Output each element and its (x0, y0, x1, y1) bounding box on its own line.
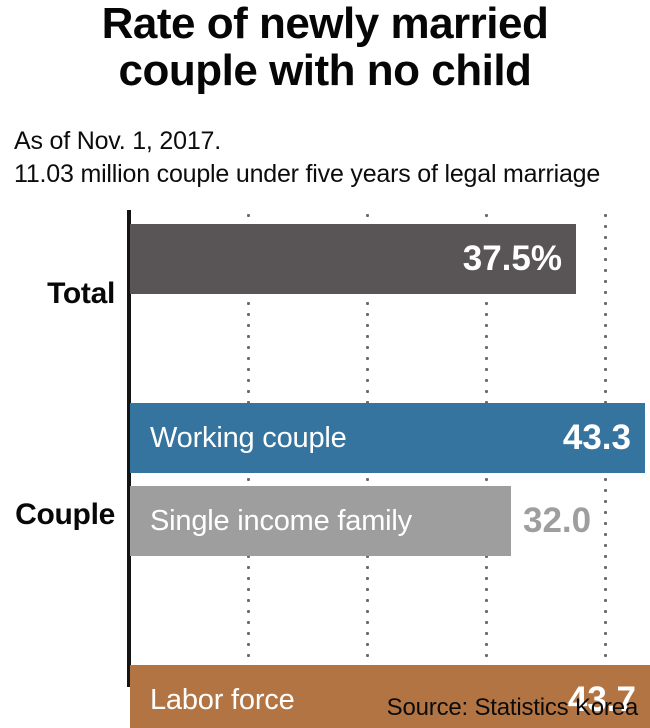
y-axis-line (127, 210, 131, 687)
category-label-couple: Couple (15, 497, 115, 531)
chart-title: Rate of newly married couple with no chil… (0, 0, 650, 94)
bar-value-total: 37.5% (462, 239, 562, 278)
bar-value-labor-force: 43.7 (567, 680, 636, 719)
category-label-total: Total (47, 277, 115, 310)
chart-title-line2: couple with no child (118, 46, 532, 95)
category-label-wife: Wife (0, 665, 115, 728)
bar-total: 37.5% (130, 224, 576, 294)
bar-value-single-income-family: 32.0 (523, 501, 592, 540)
bar-labor-force: Labor force 43.7 (130, 665, 650, 728)
bar-single-income-family: Single income family (130, 486, 511, 556)
bar-value-working-couple: 43.3 (562, 418, 631, 457)
bar-working-couple: Working couple 43.3 (130, 403, 645, 473)
chart-subtitle: As of Nov. 1, 2017. 11.03 million couple… (14, 125, 644, 191)
bar-label-working-couple: Working couple (150, 421, 347, 454)
source-credit: Source: Statistics Korea (386, 694, 639, 721)
bar-chart: 37.5% Total Working couple 43.3 32.0 Single i… (0, 210, 650, 728)
bar-label-single-income-family: Single income family (150, 504, 412, 537)
bar-label-labor-force: Labor force (150, 683, 295, 716)
chart-title-line1: Rate of newly married (101, 0, 549, 48)
subtitle-description: 11.03 million couple under five years of… (14, 160, 601, 188)
subtitle-date: As of Nov. 1, 2017. (14, 127, 221, 155)
